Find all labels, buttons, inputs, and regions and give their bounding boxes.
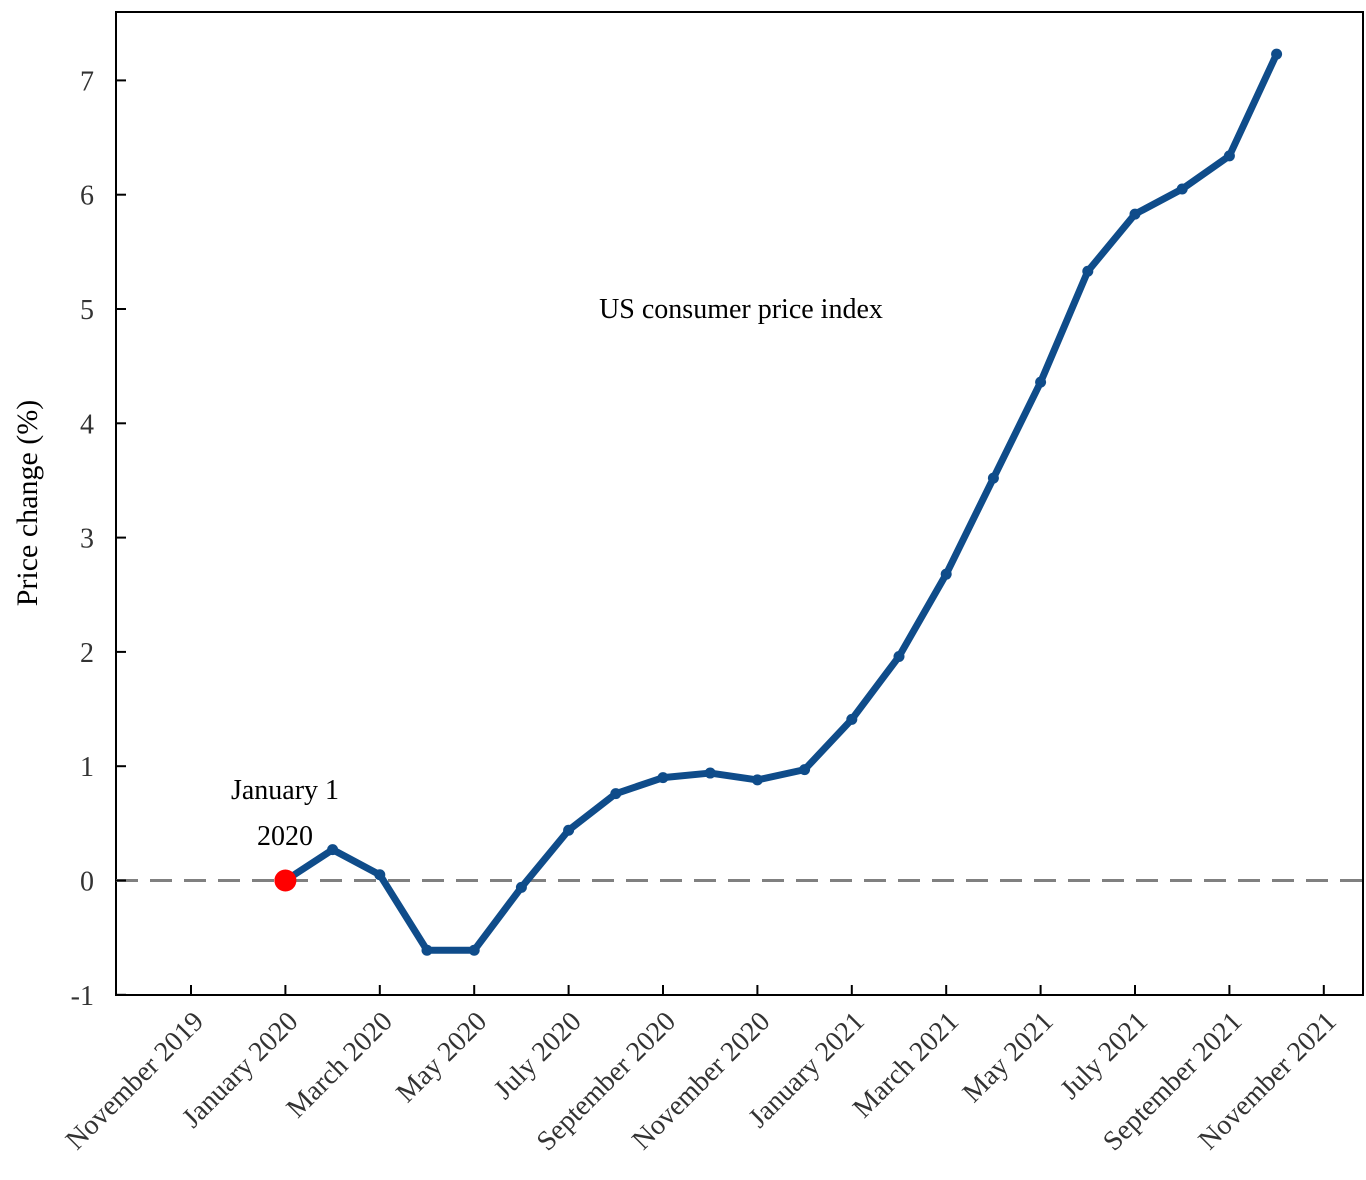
y-tick-label: 4 (80, 409, 94, 440)
data-point (1223, 150, 1235, 162)
data-point (940, 568, 952, 580)
x-tick-label: November 2019 (60, 1006, 210, 1156)
data-point (1129, 208, 1141, 220)
annotations: US consumer price index January 1 2020 (231, 294, 883, 852)
highlight-point (274, 869, 297, 892)
data-point (327, 844, 339, 856)
y-tick-label: -1 (71, 981, 94, 1012)
data-point (421, 944, 433, 956)
x-tick-label: May 2021 (957, 1006, 1060, 1109)
annotation-line-1: January 1 (231, 775, 339, 806)
data-point (657, 772, 669, 784)
data-point (1082, 265, 1094, 277)
annotation-line-2: 2020 (257, 821, 313, 852)
axes (115, 11, 1364, 996)
y-tick-label: 5 (80, 295, 94, 326)
chart-title: US consumer price index (599, 294, 883, 325)
data-point (468, 944, 480, 956)
data-point (610, 788, 622, 800)
y-tick-label: 0 (80, 867, 94, 898)
x-tick-label: May 2020 (390, 1006, 493, 1109)
y-axis-ticks: -1 0 1 2 3 4 5 6 7 (71, 66, 126, 1012)
data-point (515, 881, 527, 893)
data-point (1271, 48, 1283, 60)
data-point (374, 869, 386, 881)
data-point (846, 713, 858, 725)
data-point (751, 774, 763, 786)
series-group (274, 48, 1283, 956)
data-point (987, 472, 999, 484)
data-point (1176, 183, 1188, 195)
y-tick-label: 6 (80, 181, 94, 212)
data-point (1035, 376, 1047, 388)
data-point (799, 764, 811, 776)
plot-frame (115, 11, 1364, 996)
data-point (704, 767, 716, 779)
y-tick-label: 2 (80, 638, 94, 669)
x-tick-label: July 2020 (488, 1006, 587, 1105)
series-line (281, 50, 1281, 954)
y-axis-title: Price change (%) (11, 400, 44, 607)
y-tick-label: 3 (80, 524, 94, 555)
data-point (563, 824, 575, 836)
y-tick-label: 1 (80, 752, 94, 783)
x-tick-label: July 2021 (1054, 1006, 1153, 1105)
y-tick-label: 7 (80, 66, 94, 97)
data-point (893, 650, 905, 662)
